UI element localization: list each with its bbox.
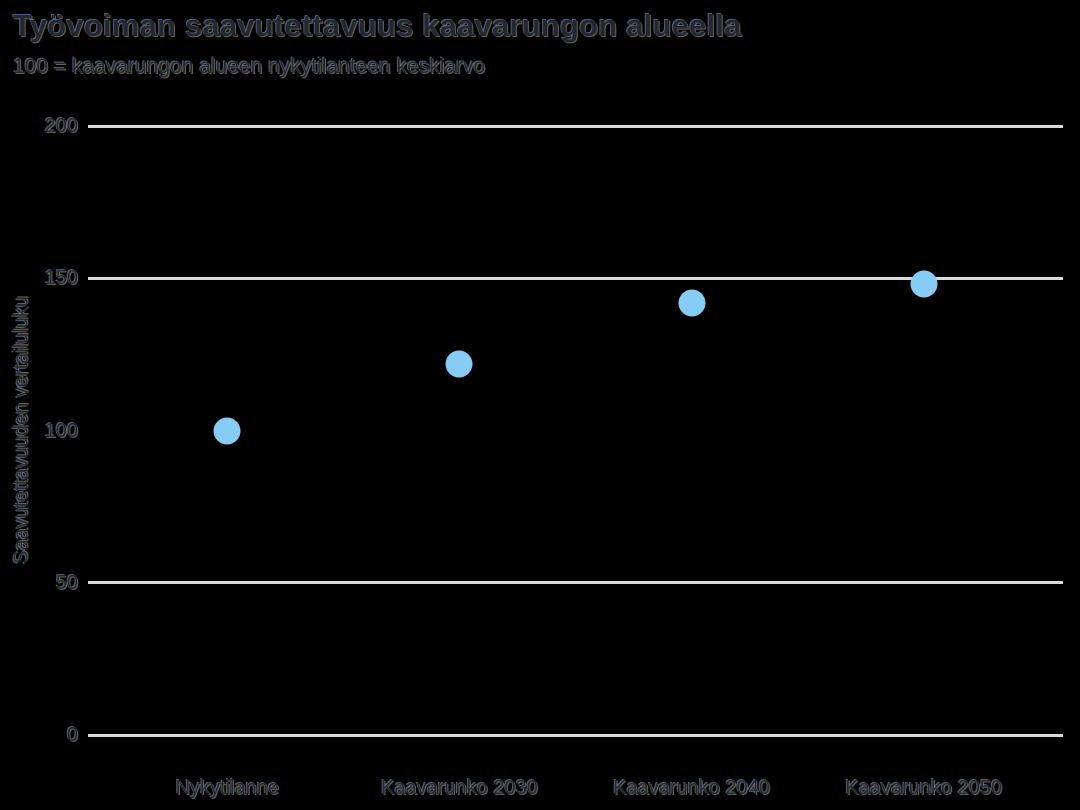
chart-subtitle: 100 = kaavarungon alueen nykytilanteen k… bbox=[13, 55, 486, 78]
plot-area bbox=[88, 124, 1063, 737]
data-point-nykytilanne bbox=[213, 417, 241, 444]
gridline-0 bbox=[88, 733, 1063, 737]
y-axis-tick-200: 200 bbox=[44, 115, 78, 137]
x-axis-label-kaavarunko-2050: Kaavarunko 2050 bbox=[845, 777, 1003, 799]
data-point-kaavarunko-2030 bbox=[445, 350, 473, 377]
chart-title: Työvoiman saavutettavuus kaavarungon alu… bbox=[13, 8, 742, 43]
y-axis-tick-150: 150 bbox=[44, 267, 78, 290]
gridline-200 bbox=[88, 124, 1063, 128]
gridline-50 bbox=[88, 581, 1063, 585]
data-point-kaavarunko-2050 bbox=[910, 270, 938, 298]
x-axis-label-kaavarunko-2040: Kaavarunko 2040 bbox=[613, 777, 770, 799]
gridline-150 bbox=[88, 276, 1063, 280]
x-axis-label-nykytilanne: Nykytilanne bbox=[175, 777, 279, 799]
y-axis-tick-50: 50 bbox=[55, 571, 78, 594]
y-axis-tick-100: 100 bbox=[44, 419, 78, 442]
x-axis-label-kaavarunko-2030: Kaavarunko 2030 bbox=[381, 777, 538, 799]
data-point-kaavarunko-2040 bbox=[678, 289, 706, 317]
y-axis-tick-0: 0 bbox=[66, 724, 78, 746]
